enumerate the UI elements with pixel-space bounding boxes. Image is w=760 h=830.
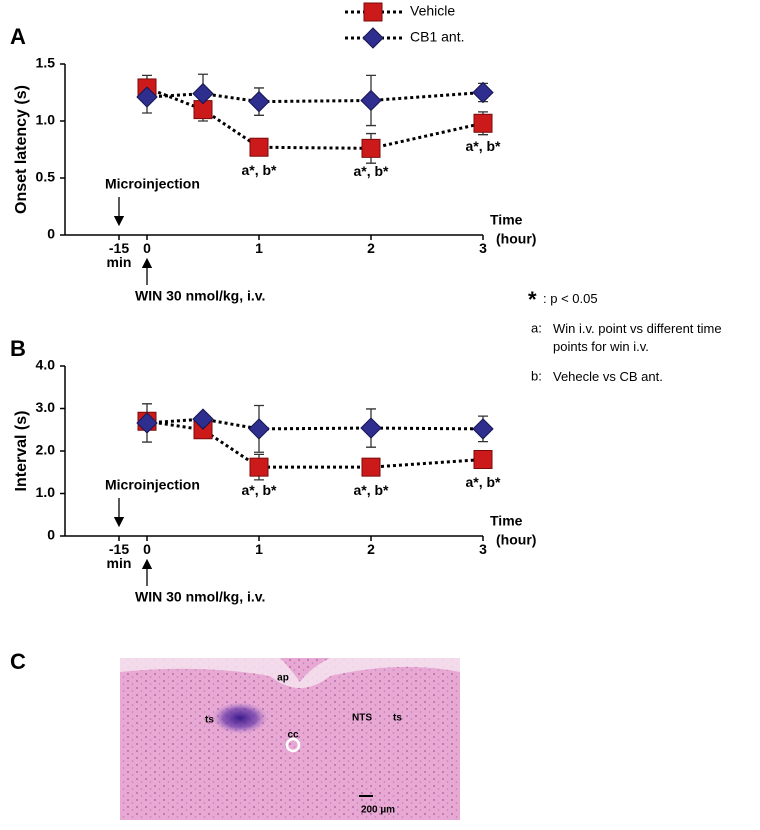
panel-label: A [10,24,26,49]
y-tick-label: 0 [47,527,55,543]
y-tick-label: 1.0 [36,112,56,128]
legend-marker [362,27,384,49]
marker [136,86,158,108]
annotation: Microinjection [105,477,200,493]
y-axis-title: Onset latency (s) [13,85,30,214]
panel-label: B [10,336,26,361]
x-tick-label: 2 [367,542,375,557]
chart: 0 0.5 1.0 1.5 Time (hour) Onset latency (s) Mic… [13,55,536,304]
y-axis-title: Interval (s) [13,411,30,492]
y-tick-label: 0 [47,226,55,242]
image-label: NTS [352,713,372,724]
chart: 0 1.0 2.0 3.0 4.0 Time (hour) Interval (s) Micro… [13,357,536,605]
x-tick-label: -15 min [106,241,132,270]
marker [473,450,493,469]
y-tick-label: 1.5 [36,55,56,71]
point-label: a*, b* [241,482,277,498]
x-tick-label-box: 0 [143,241,151,256]
x-tick-label-box: 3 [479,241,487,256]
image-label: ts [205,715,214,726]
marker [361,457,381,477]
legend-label: Vehicle [410,3,455,19]
marker [361,138,381,158]
legend-label: CB1 ant. [410,29,464,45]
x-tick-label-box: 1 [255,542,263,557]
y-tick-label: 3.0 [36,399,56,415]
x-tick-label-box: 0 [143,542,151,557]
series-line [146,91,484,104]
x-tick-label-box: 1 [255,241,263,256]
x-tick-label: 3 [479,542,487,557]
x-tick-label-box: -15 min [106,542,132,571]
x-tick-label: -15 min [106,542,132,571]
marker [360,89,382,112]
x-tick-label: 1 [255,542,263,557]
legend-marker [363,2,383,22]
histology-image [120,658,460,820]
note-symbol: b: [531,368,542,383]
marker [248,418,270,440]
point-label: a*, b* [465,474,501,490]
note-text-box: : p < 0.05 [543,291,598,306]
note-text: Win i.v. point vs different time points … [553,321,722,354]
note-text-box: Win i.v. point vs different time points … [553,321,722,354]
x-tick-label-box: 3 [479,542,487,557]
x-axis-unit: (hour) [496,532,536,548]
x-tick-label: 0 [143,241,151,256]
marker [249,457,269,477]
marker [472,418,494,440]
image-label: ap [277,673,289,684]
note-text-box: Vehecle vs CB ant. [553,369,663,384]
image-label: cc [287,730,299,741]
series-line [146,417,484,431]
y-tick-label: 2.0 [36,442,56,458]
image-label: ts [393,713,402,724]
y-tick-label: 0.5 [36,169,56,185]
note-symbol: a: [531,320,542,335]
x-tick-label-box: 2 [367,542,375,557]
marker [473,113,493,133]
y-tick-label: 4.0 [36,357,56,373]
marker [192,408,214,430]
marker [248,90,270,113]
note-text: : p < 0.05 [543,291,598,306]
point-label: a*, b* [465,138,501,154]
marker [472,81,494,104]
x-tick-label: 2 [367,241,375,256]
marker [360,417,382,439]
point-label: a*, b* [353,163,389,179]
x-axis-unit: (hour) [496,231,536,247]
y-tick-label: 1.0 [36,484,56,500]
point-label: a*, b* [241,162,277,178]
x-tick-label-box: 2 [367,241,375,256]
x-tick-label: 1 [255,241,263,256]
note-text: Vehecle vs CB ant. [553,369,663,384]
annotation: WIN 30 nmol/kg, i.v. [135,288,265,304]
marker [249,137,269,157]
annotation: WIN 30 nmol/kg, i.v. [135,589,265,605]
annotation: Microinjection [105,176,200,192]
x-axis-title: Time [490,513,523,529]
x-axis-title: Time [490,212,523,228]
point-label: a*, b* [353,482,389,498]
marker [136,412,158,434]
panel-label: C [10,649,26,674]
x-tick-label: 3 [479,241,487,256]
note-symbol: * [528,287,537,312]
x-tick-label: 0 [143,542,151,557]
series-line [146,419,484,469]
marker [192,82,214,105]
x-tick-label-box: -15 min [106,241,132,270]
scale-bar-label: 200 µm [361,805,395,816]
